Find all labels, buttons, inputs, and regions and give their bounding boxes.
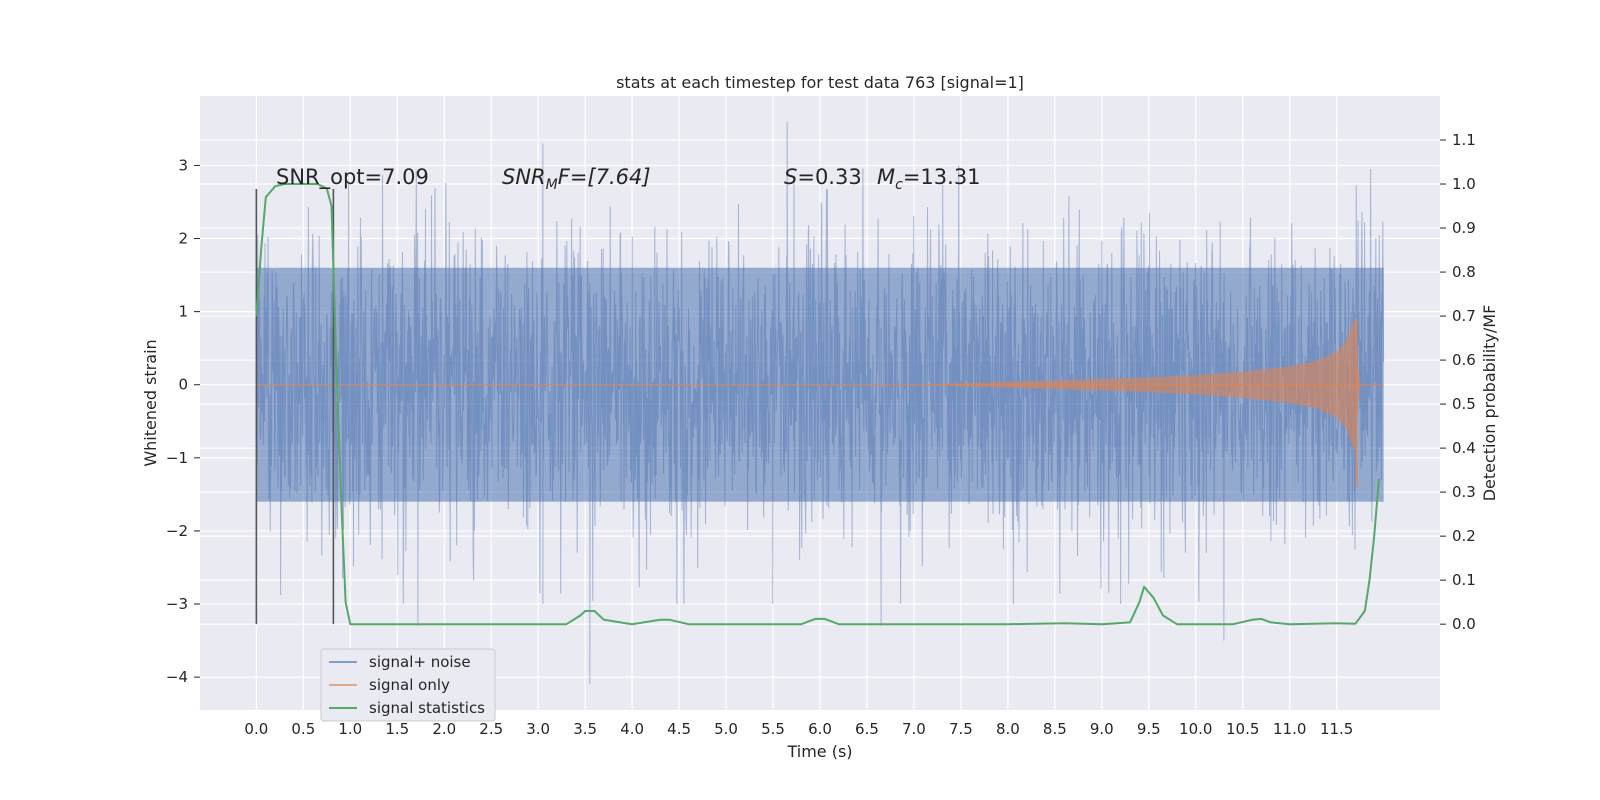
legend-label-signal-noise: signal+ noise bbox=[369, 653, 471, 671]
snr-mf-main: SNR bbox=[502, 165, 546, 189]
x-tick-label: 4.5 bbox=[667, 720, 691, 738]
y2-tick-label: 0.0 bbox=[1452, 615, 1476, 633]
x-tick-label: 5.0 bbox=[714, 720, 738, 738]
snr-mf-subscript: M bbox=[546, 177, 558, 193]
y2-tick-label: 0.1 bbox=[1452, 571, 1476, 589]
y-tick-label: 3 bbox=[178, 156, 188, 174]
y-tick-label: −1 bbox=[166, 449, 188, 467]
signal-only-chirp bbox=[913, 317, 1361, 452]
snr-mf-value: F=[7.64] bbox=[558, 165, 651, 189]
x-tick-label: 0.0 bbox=[244, 720, 268, 738]
y2-tick-label: 0.7 bbox=[1452, 307, 1476, 325]
x-tick-label: 3.5 bbox=[573, 720, 597, 738]
y2-tick-label: 0.3 bbox=[1452, 483, 1476, 501]
x-tick-label: 8.0 bbox=[996, 720, 1020, 738]
x-tick-label: 7.0 bbox=[902, 720, 926, 738]
x-ticks: 0.0 0.5 1.0 1.5 2.0 2.5 3.0 3.5 4.0 4.5 5.0 5.5 6.0 6… bbox=[244, 720, 1353, 738]
y2-axis-label: Detection probability/MF bbox=[1480, 305, 1499, 502]
x-tick-label: 4.0 bbox=[620, 720, 644, 738]
mc-subscript: c bbox=[895, 177, 903, 193]
x-tick-label: 10.5 bbox=[1226, 720, 1259, 738]
x-tick-label: 6.5 bbox=[855, 720, 879, 738]
x-tick-label: 1.5 bbox=[385, 720, 409, 738]
legend-label-signal-only: signal only bbox=[369, 676, 450, 694]
snr-mf-annotation: SNRMF=[7.64] bbox=[502, 165, 651, 193]
y2-tick-label: 0.9 bbox=[1452, 219, 1476, 237]
x-tick-label: 2.0 bbox=[432, 720, 456, 738]
x-tick-label: 9.0 bbox=[1090, 720, 1114, 738]
x-tick-label: 11.5 bbox=[1320, 720, 1353, 738]
legend-label-signal-statistics: signal statistics bbox=[369, 699, 485, 717]
x-tick-label: 0.5 bbox=[291, 720, 315, 738]
x-axis-label: Time (s) bbox=[786, 742, 852, 761]
x-tick-label: 11.0 bbox=[1273, 720, 1306, 738]
signal-noise-line bbox=[255, 121, 1385, 685]
x-tick-label: 6.0 bbox=[808, 720, 832, 738]
y-tick-label: −3 bbox=[166, 595, 188, 613]
y2-tick-label: 0.2 bbox=[1452, 527, 1476, 545]
y-ticks: 3 2 1 0 −1 −2 −3 −4 bbox=[166, 156, 200, 686]
x-tick-label: 7.5 bbox=[949, 720, 973, 738]
y-tick-label: 1 bbox=[178, 303, 188, 321]
y2-ticks: 1.1 1.0 0.9 0.8 0.7 0.6 0.5 0.4 0.3 0.2 0.1 0.0 bbox=[1440, 131, 1476, 633]
snr-opt-annotation: SNR_opt=7.09 bbox=[276, 165, 429, 190]
y-tick-label: 0 bbox=[178, 376, 188, 394]
y-tick-label: −2 bbox=[166, 522, 188, 540]
chart-title: stats at each timestep for test data 763… bbox=[616, 73, 1024, 92]
s-annotation: S=0.33 bbox=[784, 165, 862, 189]
y-tick-label: −4 bbox=[166, 668, 188, 686]
y-axis-label: Whitened strain bbox=[141, 339, 160, 466]
y2-tick-label: 1.1 bbox=[1452, 131, 1476, 149]
mc-value: =13.31 bbox=[903, 165, 981, 189]
x-tick-label: 3.0 bbox=[526, 720, 550, 738]
mc-annotation: Mc=13.31 bbox=[877, 165, 981, 193]
y2-tick-label: 1.0 bbox=[1452, 175, 1476, 193]
legend-box bbox=[320, 648, 496, 722]
y2-tick-label: 0.4 bbox=[1452, 439, 1476, 457]
s-value: =0.33 bbox=[797, 165, 861, 189]
x-tick-label: 8.5 bbox=[1043, 720, 1067, 738]
x-tick-label: 2.5 bbox=[479, 720, 503, 738]
signal-only-series bbox=[256, 317, 1384, 488]
mc-main: M bbox=[877, 165, 895, 189]
y-tick-label: 2 bbox=[178, 230, 188, 248]
x-tick-label: 1.0 bbox=[338, 720, 362, 738]
y2-tick-label: 0.5 bbox=[1452, 395, 1476, 413]
x-tick-label: 5.5 bbox=[761, 720, 785, 738]
x-tick-label: 10.0 bbox=[1179, 720, 1212, 738]
y2-tick-label: 0.6 bbox=[1452, 351, 1476, 369]
signal-statistics-series bbox=[255, 183, 1380, 626]
x-tick-label: 9.5 bbox=[1137, 720, 1161, 738]
legend: signal+ noise signal only signal statist… bbox=[320, 648, 496, 722]
y2-tick-label: 0.8 bbox=[1452, 263, 1476, 281]
s-main: S bbox=[784, 165, 797, 189]
signal-statistics-line bbox=[255, 183, 1380, 626]
